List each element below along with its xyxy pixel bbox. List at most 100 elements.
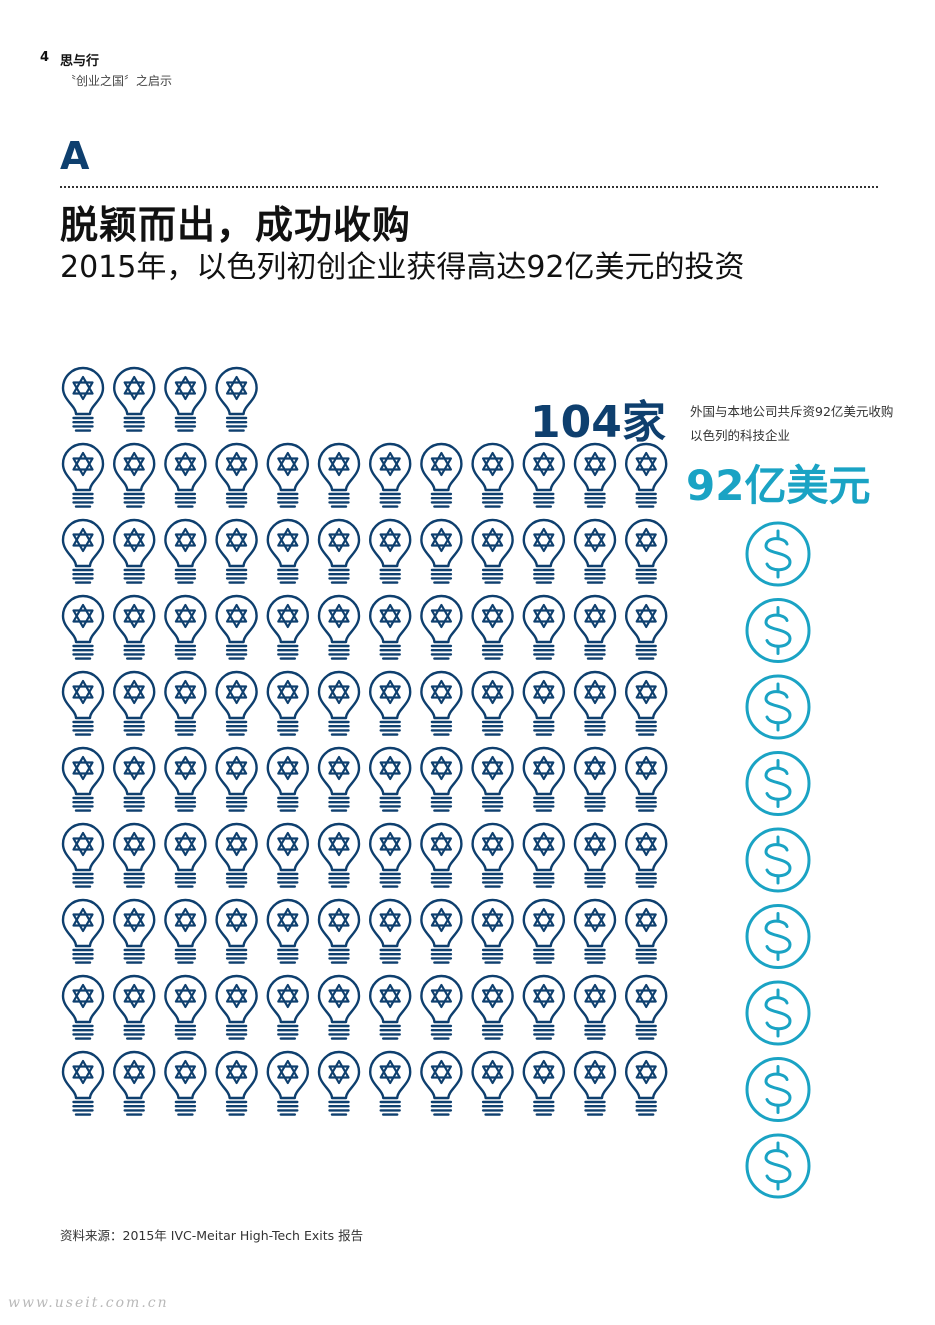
lightbulb-star-of-david-icon [61,366,105,432]
lightbulb-star-of-david-icon [317,1050,361,1116]
lightbulb-star-of-david-icon [522,518,565,584]
dollar-coin-icon [745,827,811,893]
lightbulb-star-of-david-icon [113,518,156,584]
section-letter: A [60,134,90,178]
lightbulb-star-of-david-icon [369,974,412,1040]
lightbulb-star-of-david-icon [317,898,361,964]
lightbulb-star-of-david-icon [266,1050,309,1116]
lightbulb-star-of-david-icon [420,442,463,508]
lightbulb-star-of-david-icon [266,518,309,584]
lightbulb-star-of-david-icon [522,594,565,660]
lightbulb-star-of-david-icon [215,898,258,964]
section-subtitle: 2015年，以色列初创企业获得高达92亿美元的投资 [60,250,745,285]
lightbulb-star-of-david-icon [61,1050,105,1116]
lightbulb-star-of-david-icon [266,442,309,508]
lightbulb-star-of-david-icon [573,518,617,584]
lightbulb-star-of-david-icon [625,442,668,508]
lightbulb-star-of-david-icon [420,822,463,888]
lightbulb-star-of-david-icon [573,442,617,508]
lightbulb-star-of-david-icon [420,594,463,660]
dollar-coin-icon [745,1057,811,1122]
lightbulb-star-of-david-icon [522,822,565,888]
section-title: 脱颖而出，成功收购 [60,203,412,247]
lightbulb-star-of-david-icon [625,670,668,736]
lightbulb-star-of-david-icon [215,594,258,660]
lightbulb-star-of-david-icon [369,670,412,736]
lightbulb-star-of-david-icon [215,746,258,812]
lightbulb-star-of-david-icon [317,442,361,508]
lightbulb-star-of-david-icon [369,594,412,660]
lightbulb-star-of-david-icon [164,974,207,1040]
lightbulb-star-of-david-icon [471,594,514,660]
lightbulb-star-of-david-icon [61,518,105,584]
source-note: 资料来源：2015年 IVC-Meitar High-Tech Exits 报告 [60,1228,364,1243]
lightbulb-star-of-david-icon [522,974,565,1040]
lightbulb-star-of-david-icon [573,974,617,1040]
lightbulb-star-of-david-icon [164,822,207,888]
lightbulb-star-of-david-icon [522,1050,565,1116]
lightbulb-star-of-david-icon [164,670,207,736]
lightbulb-star-of-david-icon [61,974,105,1040]
lightbulb-star-of-david-icon [471,822,514,888]
dollar-coin-icon [745,904,811,969]
lightbulb-star-of-david-icon [113,442,156,508]
lightbulb-star-of-david-icon [573,822,617,888]
lightbulb-star-of-david-icon [317,822,361,888]
lightbulb-star-of-david-icon [317,746,361,812]
series-subtitle: 〝创业之国〞之启示 [64,74,173,88]
lightbulb-star-of-david-icon [420,746,463,812]
lightbulb-star-of-david-icon [113,746,156,812]
lightbulb-star-of-david-icon [113,822,156,888]
lightbulb-star-of-david-icon [317,974,361,1040]
lightbulb-star-of-david-icon [625,822,668,888]
lightbulb-star-of-david-icon [61,594,105,660]
lightbulb-star-of-david-icon [573,1050,617,1116]
lightbulb-star-of-david-icon [61,670,105,736]
lightbulb-star-of-david-icon [317,518,361,584]
lightbulb-star-of-david-icon [164,594,207,660]
lightbulb-star-of-david-icon [164,746,207,812]
lightbulb-star-of-david-icon [164,442,207,508]
lightbulb-star-of-david-icon [61,822,105,888]
dollar-coin-icon [745,980,811,1046]
dollar-coin-icon [745,598,811,663]
watermark: www.useit.com.cn [8,1295,169,1311]
lightbulb-star-of-david-icon [215,670,258,736]
lightbulb-star-of-david-icon [113,594,156,660]
lightbulb-star-of-david-icon [573,670,617,736]
lightbulb-star-of-david-icon [471,670,514,736]
lightbulb-star-of-david-icon [471,518,514,584]
amount-label: 92亿美元 [686,461,871,510]
lightbulb-star-of-david-icon [61,898,105,964]
lightbulb-star-of-david-icon [573,594,617,660]
lightbulb-star-of-david-icon [113,366,156,432]
lightbulb-star-of-david-icon [573,746,617,812]
series-name: 思与行 [60,54,100,69]
lightbulb-star-of-david-icon [471,898,514,964]
lightbulb-star-of-david-icon [113,670,156,736]
dotted-divider [60,186,878,188]
lightbulb-star-of-david-icon [522,442,565,508]
dollar-coin-icon [745,751,811,816]
lightbulb-star-of-david-icon [625,898,668,964]
lightbulb-star-of-david-icon [215,518,258,584]
lightbulb-star-of-david-icon [471,746,514,812]
lightbulb-star-of-david-icon [471,1050,514,1116]
lightbulb-star-of-david-icon [522,670,565,736]
lightbulb-star-of-david-icon [113,974,156,1040]
lightbulb-star-of-david-icon [215,822,258,888]
lightbulb-star-of-david-icon [625,974,668,1040]
dollar-coin-icon [745,1133,811,1199]
lightbulb-star-of-david-icon [164,898,207,964]
lightbulb-star-of-david-icon [266,746,309,812]
lightbulb-star-of-david-icon [625,746,668,812]
lightbulb-star-of-david-icon [471,974,514,1040]
lightbulb-star-of-david-icon [215,442,258,508]
lightbulb-star-of-david-icon [61,746,105,812]
lightbulb-star-of-david-icon [113,1050,156,1116]
lightbulb-star-of-david-icon [266,670,309,736]
lightbulb-star-of-david-icon [369,822,412,888]
lightbulb-star-of-david-icon [266,974,309,1040]
lightbulb-star-of-david-icon [369,442,412,508]
lightbulb-star-of-david-icon [573,898,617,964]
